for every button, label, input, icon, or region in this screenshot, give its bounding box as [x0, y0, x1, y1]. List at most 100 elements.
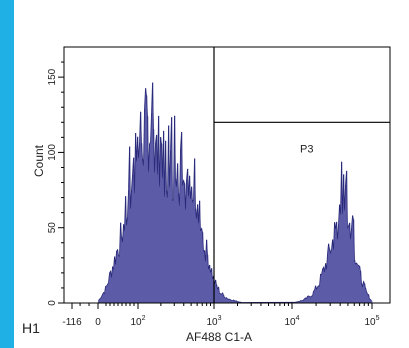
y-tick-label: 100: [47, 144, 58, 161]
histogram-bar: [328, 243, 330, 303]
histogram-bar: [202, 232, 204, 303]
histogram-bar: [324, 271, 326, 303]
histogram-bar: [181, 132, 183, 303]
x-tick-label: -116: [62, 317, 82, 328]
histogram-bar: [216, 284, 218, 303]
histogram-bar: [313, 291, 315, 303]
histogram-bar: [186, 180, 188, 303]
histogram-bar: [170, 150, 172, 303]
histogram-outline: [98, 82, 372, 303]
histogram-bar: [121, 236, 123, 303]
histogram-bar: [104, 293, 106, 303]
histogram-bar: [115, 264, 117, 303]
histogram-bar: [200, 231, 202, 303]
gate-p3[interactable]: P3: [213, 47, 390, 303]
histogram-bar: [214, 284, 216, 303]
histogram-bar: [149, 144, 151, 303]
histogram-bar: [203, 251, 205, 303]
histogram-bar: [103, 292, 105, 303]
histogram-bar: [335, 229, 337, 303]
histogram-bar: [190, 199, 192, 303]
histogram-bar: [296, 301, 298, 303]
histogram-bar: [125, 196, 127, 303]
histogram-bar: [237, 301, 239, 303]
histogram-bar: [339, 204, 341, 303]
histogram-bar: [320, 274, 322, 303]
histogram-bar: [349, 222, 351, 303]
histogram-bar: [118, 255, 120, 303]
histogram-bar: [310, 297, 312, 303]
histogram-bar: [217, 288, 219, 303]
histogram-bar: [234, 300, 236, 303]
histogram-bar: [130, 209, 132, 303]
histogram-bar: [167, 198, 169, 303]
histogram-bar: [360, 271, 362, 303]
histogram-bar: [331, 249, 333, 303]
histogram-bar: [124, 231, 126, 303]
histogram-bar: [143, 166, 145, 303]
histogram-bar: [370, 299, 372, 303]
left-accent-strip: [0, 0, 14, 348]
histogram-bar: [100, 298, 102, 303]
histogram-bar: [327, 253, 329, 303]
histogram-bar: [113, 269, 115, 303]
histogram-bar: [183, 180, 185, 303]
histogram-bar: [332, 239, 334, 303]
histogram-bar: [337, 239, 339, 303]
histogram-bar: [160, 137, 162, 303]
histogram-bar: [198, 223, 200, 303]
histogram-bar: [187, 168, 189, 303]
histogram-bar: [142, 158, 144, 303]
histogram-bar: [205, 261, 207, 303]
histogram-bar: [102, 294, 104, 303]
histogram-bar: [210, 272, 212, 303]
histogram-bar: [194, 158, 196, 303]
histogram-bar: [226, 297, 228, 303]
histogram-bar: [153, 129, 155, 303]
histogram-bar: [366, 291, 368, 303]
plot-name: H1: [22, 320, 40, 336]
histogram-bar: [348, 226, 350, 303]
histogram-bar: [343, 174, 345, 303]
histogram-bar: [134, 193, 136, 303]
histogram-bar: [114, 256, 116, 303]
histogram-bar: [303, 299, 305, 303]
x-tick-exponent: 4: [296, 315, 300, 322]
histogram-bar: [126, 225, 128, 303]
histogram-bar: [129, 146, 131, 303]
histogram-bar: [174, 115, 176, 303]
plot-frame: [63, 46, 391, 304]
histogram-bar: [215, 279, 217, 303]
histogram-bar: [172, 200, 174, 303]
histogram-bar: [105, 286, 107, 303]
x-tick-label: 103: [206, 315, 221, 328]
histogram-bar: [361, 283, 363, 303]
histogram-bar: [219, 293, 221, 303]
histogram-bar: [161, 143, 163, 303]
histogram-bar: [357, 264, 359, 303]
histogram-bar: [228, 299, 230, 303]
histogram-bar: [350, 239, 352, 303]
histogram-bar: [307, 296, 309, 303]
x-tick-exponent: 3: [218, 315, 222, 322]
x-tick-label: 105: [364, 315, 379, 328]
histogram-bar: [354, 259, 356, 303]
histogram-bar: [140, 111, 142, 303]
histogram-bar: [185, 210, 187, 303]
histogram-bar: [178, 193, 180, 303]
histogram-bar: [152, 82, 154, 303]
x-tick-exponent: 5: [376, 315, 380, 322]
histogram-bar: [209, 265, 211, 303]
x-tick-label: 102: [130, 315, 145, 328]
histogram-bar: [300, 300, 302, 303]
histogram-bar: [112, 267, 114, 303]
histogram-bar: [224, 297, 226, 303]
histogram-bar: [323, 267, 325, 303]
y-axis-title: Count: [32, 144, 46, 177]
x-axis-ticks: -116 0 102 103 104 105: [62, 303, 380, 328]
gate-label: P3: [300, 143, 313, 155]
histogram-bar: [147, 116, 149, 303]
histogram-bar: [299, 301, 301, 303]
histogram-bar: [220, 293, 222, 303]
